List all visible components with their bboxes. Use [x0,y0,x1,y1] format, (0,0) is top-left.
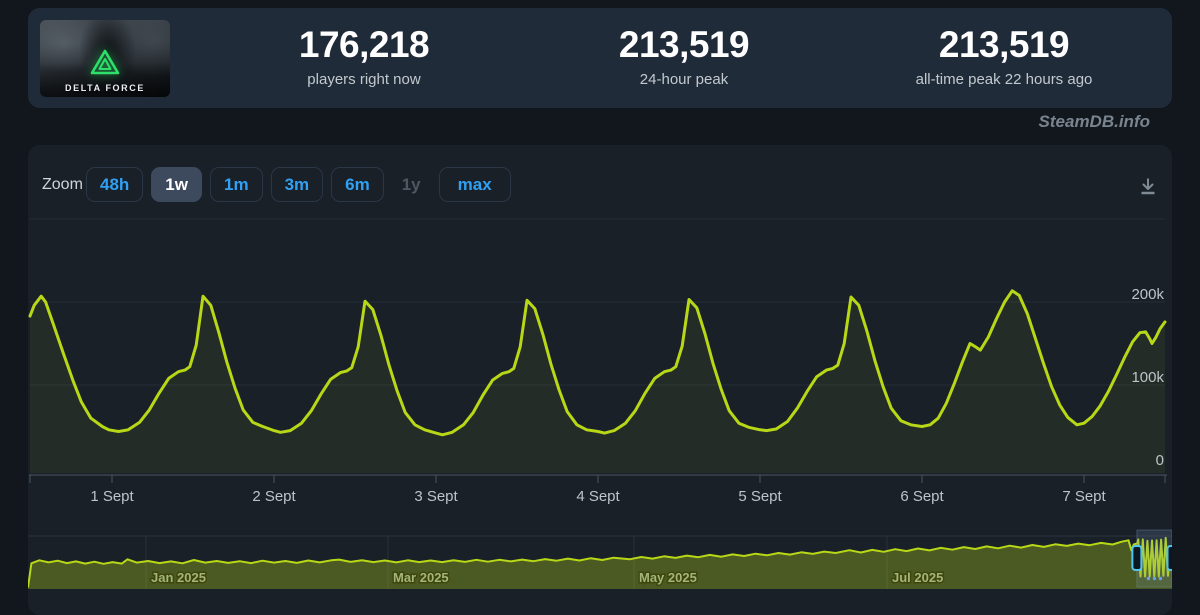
alltime-peak-label: all-time peak 22 hours ago [915,71,1093,88]
steamdb-watermark-link[interactable]: SteamDB.info [1038,112,1150,131]
navigator-handle-left[interactable] [1131,545,1143,571]
stat-24h-peak: 213,519 24-hour peak [534,8,834,108]
navigator-month-label: Mar 2025 [393,570,449,585]
zoom-button-3m[interactable]: 3m [270,167,324,202]
download-icon [1141,178,1155,195]
zoom-button-1m[interactable]: 1m [209,167,263,202]
players-now-value: 176,218 [298,24,430,65]
x-axis-label: 7 Sept [1062,488,1106,505]
x-axis-label: 4 Sept [576,488,620,505]
navigator-handle-grip-dot [1152,576,1157,581]
navigator-line [28,536,1172,588]
download-button[interactable] [1132,171,1164,201]
players-line [28,289,1167,437]
zoom-button-1y: 1y [392,167,431,202]
y-axis-label: 0 [1156,452,1164,469]
x-axis-label: 5 Sept [738,488,782,505]
player-count-chart[interactable]: 1 Sept 2 Sept 3 Sept 4 Sept 5 Sept 6 Sept 7 Se… [28,145,1172,600]
peak-24h-value: 213,519 [618,24,750,65]
game-capsule[interactable]: DELTA FORCE [40,20,170,97]
header-card: DELTA FORCE 176,218 players right now 21… [28,8,1172,108]
game-title: DELTA FORCE [65,83,145,93]
players-now-label: players right now [307,71,421,88]
y-axis-label: 100k [1131,369,1164,386]
navigator-handle-grip-dot [1158,576,1163,581]
zoom-button-max[interactable]: max [438,167,511,202]
zoom-buttons: 48h 1w 1m 3m 6m 1y max [86,167,511,202]
stat-alltime-peak: 213,519 all-time peak 22 hours ago [854,8,1154,108]
navigator-month-label: May 2025 [639,570,697,585]
x-axis-label: 3 Sept [414,488,458,505]
x-axis-label: 2 Sept [252,488,296,505]
players-area [30,290,1165,473]
x-axis-label: 1 Sept [90,488,134,505]
zoom-button-6m[interactable]: 6m [331,167,384,202]
chart-panel: Zoom 48h 1w 1m 3m 6m 1y max 1 Sept 2 Sept 3 Sept… [28,145,1172,615]
stat-players-now: 176,218 players right now [214,8,514,108]
navigator-handle-right[interactable] [1166,545,1173,571]
steamdb-embed-page: { "game": {"name": "DELTA FORCE", "logo_… [28,8,1172,589]
peak-24h-label: 24-hour peak [639,71,729,88]
y-axis-label: 200k [1131,286,1164,303]
navigator-month-label: Jul 2025 [892,570,943,585]
delta-force-logo-icon [90,49,120,75]
zoom-range-label: Zoom [42,176,83,193]
navigator-handle-grip-dot [1146,576,1151,581]
navigator-month-label: Jan 2025 [151,570,206,585]
zoom-button-1w[interactable]: 1w [151,167,202,202]
zoom-button-48h[interactable]: 48h [86,167,144,202]
navigator-area [28,537,1172,589]
alltime-peak-value: 213,519 [938,24,1070,65]
x-axis-label: 6 Sept [900,488,944,505]
